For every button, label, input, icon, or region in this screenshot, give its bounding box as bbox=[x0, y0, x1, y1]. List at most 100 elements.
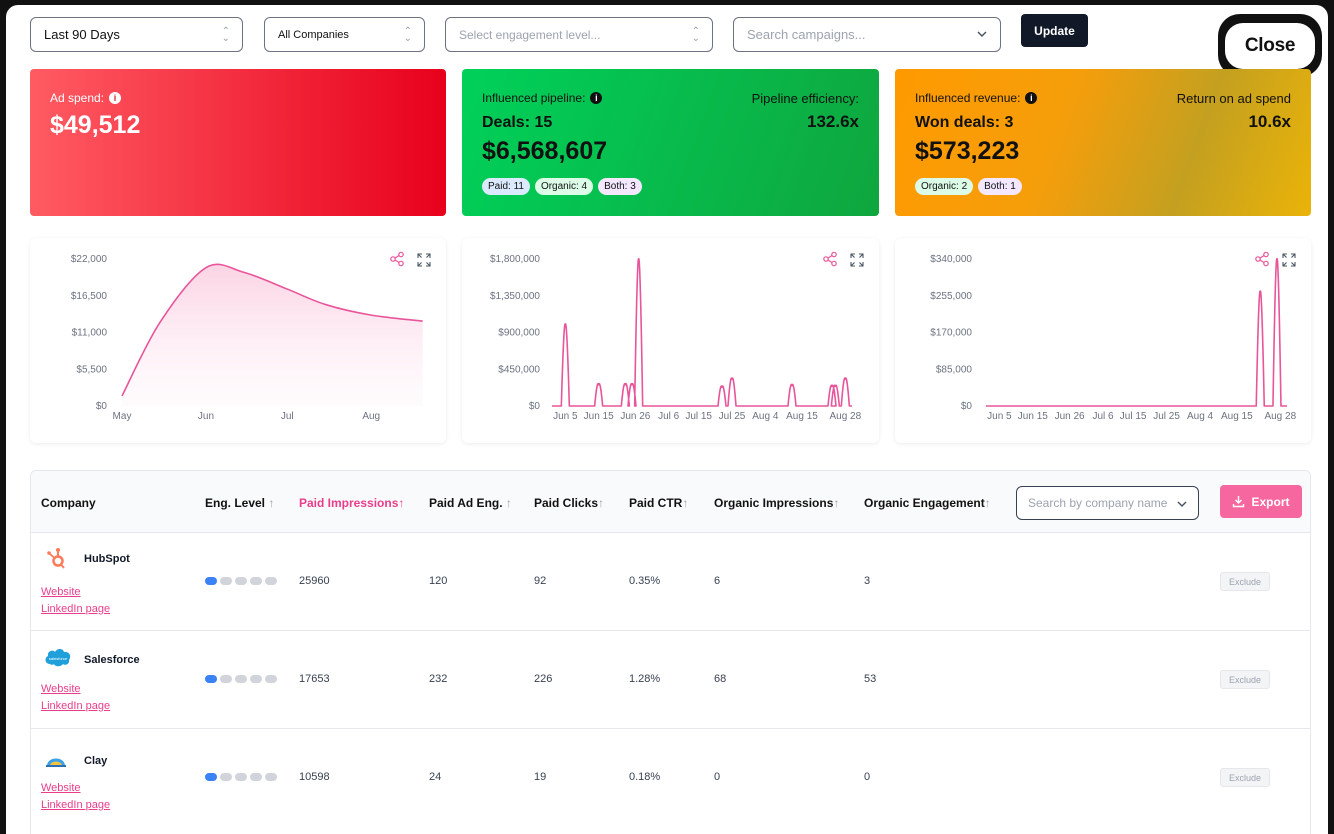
x-tick-label: Jul bbox=[281, 411, 294, 422]
y-tick-label: $11,000 bbox=[72, 328, 108, 339]
table-row: salesforce Salesforce Website LinkedIn p… bbox=[31, 631, 1310, 729]
paid-ctr-cell: 1.28% bbox=[629, 673, 661, 685]
x-tick-label: Aug 4 bbox=[1187, 411, 1214, 422]
info-icon[interactable]: i bbox=[1025, 92, 1038, 104]
companies-select[interactable]: All Companies ⌃ ⌄ bbox=[264, 17, 425, 52]
share-icon[interactable] bbox=[823, 251, 837, 267]
share-icon[interactable] bbox=[390, 251, 404, 267]
pipeline-efficiency-value: 132.6x bbox=[807, 112, 859, 131]
x-tick-label: Aug 15 bbox=[1221, 411, 1253, 422]
share-edge bbox=[827, 254, 833, 264]
revenue-value: $573,223 bbox=[915, 137, 1020, 165]
close-button[interactable]: Close bbox=[1218, 14, 1322, 77]
paid-impressions-cell: 17653 bbox=[299, 673, 330, 685]
y-tick-label: $170,000 bbox=[930, 328, 972, 339]
pipeline-label: Influenced pipeline: bbox=[482, 91, 586, 105]
pipeline-chart-card: $0 $450,000 $900,000 $1,350,000 $1,800,000 Ju… bbox=[462, 238, 879, 443]
website-link[interactable]: Website bbox=[41, 586, 81, 598]
col-paid-clicks[interactable]: Paid Clicks↑ bbox=[534, 496, 605, 510]
ad-spend-label: Ad spend: bbox=[50, 91, 105, 105]
info-icon[interactable]: i bbox=[109, 92, 122, 104]
expand-icon[interactable] bbox=[850, 253, 864, 267]
salesforce-logo: salesforce bbox=[43, 645, 71, 669]
organic-engagement-cell: 0 bbox=[864, 771, 871, 783]
paid-ad-eng-cell: 24 bbox=[429, 771, 442, 783]
linkedin-link[interactable]: LinkedIn page bbox=[41, 603, 111, 615]
pipeline-value: $6,568,607 bbox=[482, 137, 608, 165]
x-tick-label: Aug 28 bbox=[829, 411, 861, 422]
paid-pill: Paid: 11 bbox=[482, 178, 530, 195]
clay-logo bbox=[43, 748, 71, 772]
share-icon[interactable] bbox=[1255, 251, 1269, 267]
date-range-value: Last 90 Days bbox=[44, 27, 120, 42]
x-tick-label: Jun 5 bbox=[553, 411, 578, 422]
col-paid-impressions[interactable]: Paid Impressions↑ bbox=[299, 496, 405, 510]
x-tick-label: Jul 15 bbox=[1120, 411, 1147, 422]
eng-level-indicator bbox=[205, 773, 277, 781]
paid-impressions-cell: 10598 bbox=[299, 771, 330, 783]
y-tick-label: $450,000 bbox=[498, 364, 540, 375]
companies-value: All Companies bbox=[278, 28, 349, 41]
pipeline-efficiency-label: Pipeline efficiency: bbox=[751, 91, 859, 106]
table-row: Clay Website LinkedIn page 10598 24 19 0… bbox=[31, 729, 1310, 834]
expand-icon[interactable] bbox=[417, 253, 431, 267]
x-tick-label: Jun 5 bbox=[987, 411, 1012, 422]
expand-glyph bbox=[850, 253, 864, 267]
download-icon bbox=[1233, 496, 1245, 508]
paid-ctr-cell: 0.18% bbox=[629, 771, 661, 783]
ad-spend-value: $49,512 bbox=[50, 111, 141, 139]
x-tick-label: Jul 25 bbox=[719, 411, 746, 422]
paid-ctr-cell: 0.35% bbox=[629, 575, 661, 587]
info-icon[interactable]: i bbox=[590, 92, 603, 104]
paid-clicks-cell: 226 bbox=[534, 673, 553, 685]
x-tick-label: Jul 15 bbox=[685, 411, 712, 422]
pipeline-label-wrap: Influenced pipeline: i bbox=[482, 91, 603, 105]
exclude-button[interactable]: Exclude bbox=[1220, 572, 1270, 591]
share-edge bbox=[1259, 254, 1265, 264]
col-organic-engagement[interactable]: Organic Engagement↑ bbox=[864, 496, 991, 510]
share-node bbox=[1263, 251, 1269, 258]
revenue-label: Influenced revenue: bbox=[915, 91, 1021, 105]
organic-engagement-cell: 3 bbox=[864, 575, 871, 587]
eng-level-indicator bbox=[205, 577, 277, 585]
col-organic-impressions[interactable]: Organic Impressions↑ bbox=[714, 496, 840, 510]
col-eng-level[interactable]: Eng. Level ↑ bbox=[205, 496, 275, 510]
update-button[interactable]: Update bbox=[1021, 14, 1088, 47]
col-company[interactable]: Company bbox=[41, 496, 96, 510]
linkedin-link[interactable]: LinkedIn page bbox=[41, 799, 111, 811]
table-row: HubSpot Website LinkedIn page 25960 120 … bbox=[31, 533, 1310, 631]
x-tick-label: Jun bbox=[198, 411, 214, 422]
website-link[interactable]: Website bbox=[41, 683, 81, 695]
website-link[interactable]: Website bbox=[41, 782, 81, 794]
x-tick-label: Jul 6 bbox=[658, 411, 680, 422]
dashboard-modal: Last 90 Days ⌃ ⌄ All Companies ⌃ ⌄ Select … bbox=[6, 5, 1328, 834]
series-area bbox=[122, 264, 423, 406]
y-tick-label: $0 bbox=[529, 401, 541, 412]
export-button[interactable]: Export bbox=[1220, 485, 1302, 518]
organic-impressions-cell: 68 bbox=[714, 673, 727, 685]
chevron-down-icon bbox=[1176, 498, 1188, 510]
col-paid-ctr[interactable]: Paid CTR↑ bbox=[629, 496, 689, 510]
engagement-level-select[interactable]: Select engagement level... ⌃ ⌄ bbox=[445, 17, 713, 52]
share-node bbox=[823, 256, 829, 262]
revenue-chart-card: $0 $85,000 $170,000 $255,000 $340,000 Jun 5 Ju… bbox=[895, 238, 1311, 443]
series-line bbox=[986, 258, 1287, 407]
company-search-input[interactable]: Search by company name bbox=[1016, 486, 1199, 520]
y-tick-label: $0 bbox=[96, 401, 108, 412]
exclude-button[interactable]: Exclude bbox=[1220, 670, 1270, 689]
y-tick-label: $255,000 bbox=[930, 291, 972, 302]
expand-icon[interactable] bbox=[1282, 253, 1296, 267]
revenue-pills: Organic: 2 Both: 1 bbox=[915, 178, 1022, 195]
x-tick-label: Jun 26 bbox=[620, 411, 650, 422]
hubspot-logo bbox=[43, 547, 71, 571]
linkedin-link[interactable]: LinkedIn page bbox=[41, 700, 111, 712]
date-range-select[interactable]: Last 90 Days ⌃ ⌄ bbox=[30, 17, 243, 52]
col-paid-ad-eng[interactable]: Paid Ad Eng. ↑ bbox=[429, 496, 512, 510]
share-node bbox=[390, 256, 396, 262]
updown-icon: ⌃ ⌄ bbox=[691, 26, 700, 44]
updown-icon: ⌃ ⌄ bbox=[403, 26, 412, 44]
x-tick-label: Aug 15 bbox=[786, 411, 818, 422]
exclude-button[interactable]: Exclude bbox=[1220, 768, 1270, 787]
campaign-search-select[interactable]: Search campaigns... bbox=[733, 17, 1001, 52]
share-node bbox=[398, 251, 404, 258]
